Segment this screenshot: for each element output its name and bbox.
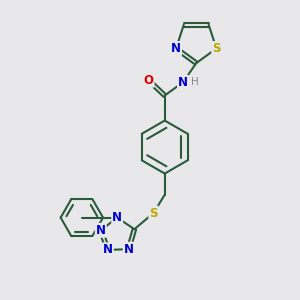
Text: S: S <box>149 206 158 220</box>
Text: N: N <box>96 224 106 237</box>
Text: H: H <box>191 77 199 87</box>
Text: S: S <box>212 42 220 55</box>
Text: N: N <box>124 243 134 256</box>
Text: N: N <box>171 42 181 55</box>
Text: N: N <box>112 211 122 224</box>
Text: N: N <box>103 243 113 256</box>
Text: N: N <box>178 76 188 89</box>
Text: O: O <box>143 74 154 87</box>
